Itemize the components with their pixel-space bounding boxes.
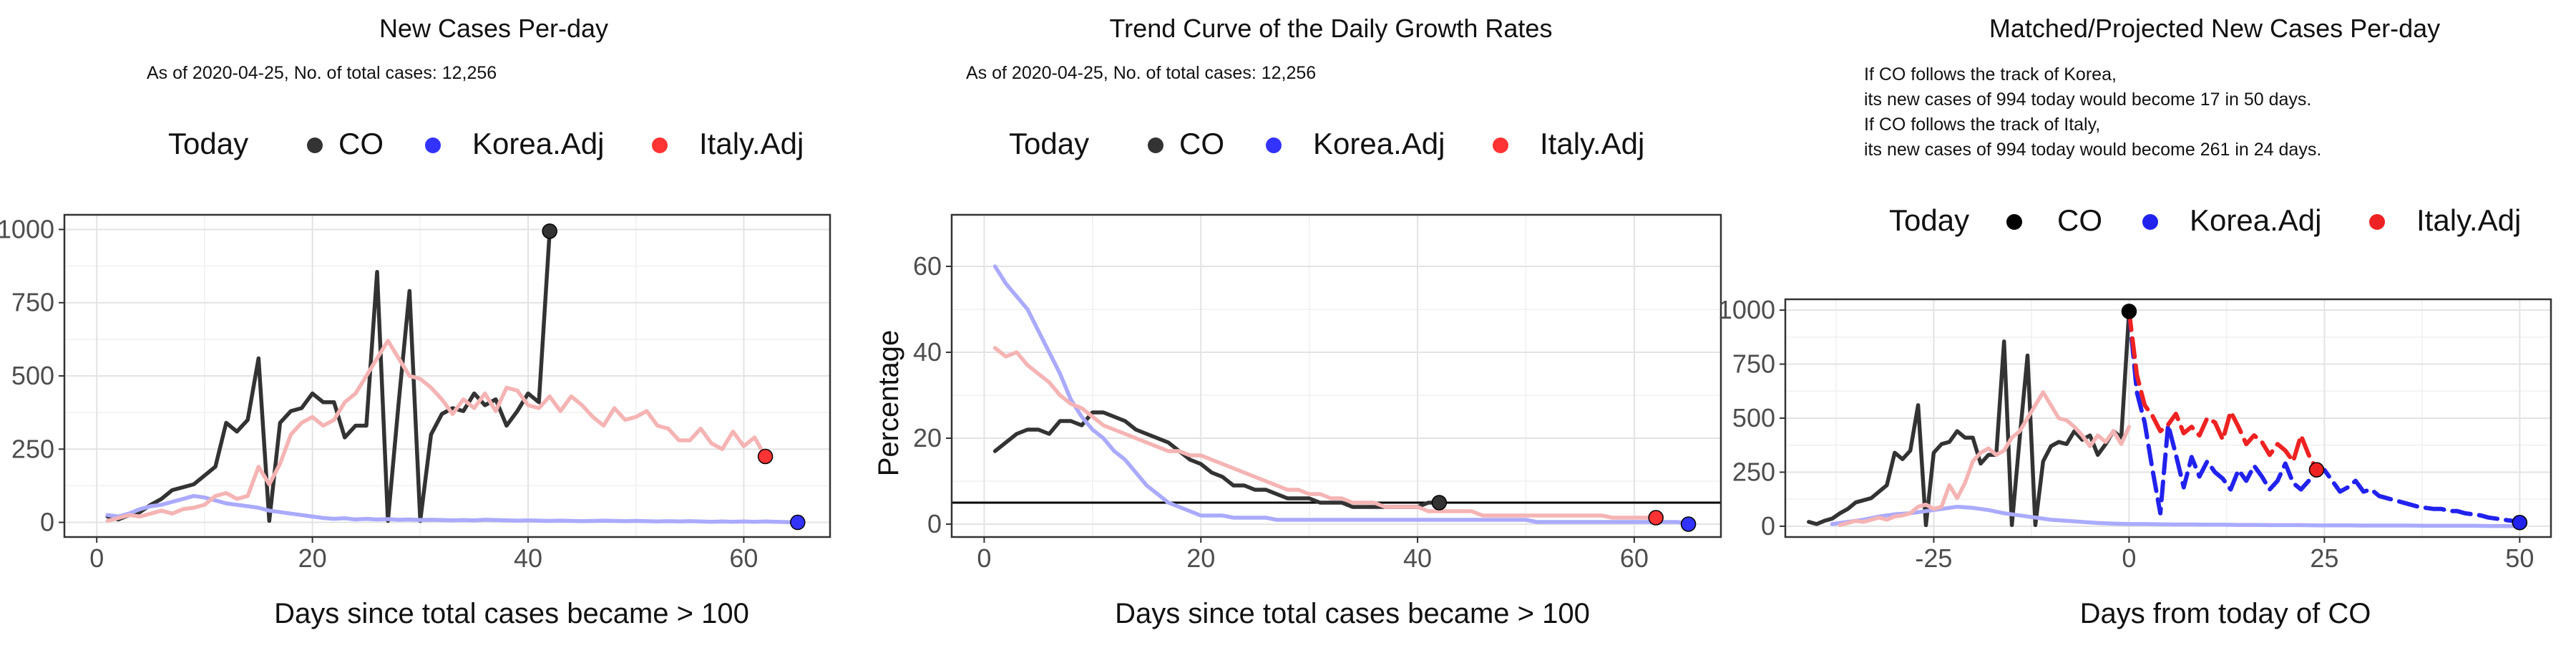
y-tick-label: 1000	[1718, 295, 1775, 324]
legend-key-italy	[1493, 137, 1508, 153]
series-line-korea-adj	[1830, 504, 2522, 528]
plot-area-growth-rates: 0 20 40 60 0 20 40 60	[913, 213, 1722, 573]
y-tick-label: 500	[11, 361, 54, 390]
legend-label-italy: Italy.Adj	[699, 127, 804, 160]
legend-label-co: CO	[2057, 203, 2102, 237]
y-tick-label: 750	[1732, 349, 1775, 379]
series-line-co	[992, 410, 1442, 509]
y-tick-label: 40	[913, 337, 942, 367]
today-point-korea-adj	[2512, 515, 2528, 531]
today-point-italy-adj	[2308, 462, 2325, 478]
today-point-korea-adj	[1680, 516, 1697, 532]
plot-background	[952, 215, 1721, 537]
y-tick-label: 500	[1732, 403, 1775, 432]
series-line-italy-adj	[105, 339, 768, 523]
plot-border	[950, 213, 1722, 538]
chart-subtitle: As of 2020-04-25, No. of total cases: 12…	[966, 63, 1316, 83]
today-point-co	[542, 223, 557, 239]
legend-title: Today	[168, 127, 248, 160]
today-point-italy-adj	[1648, 510, 1664, 526]
series-line-co	[105, 229, 552, 523]
panel-growth-rates: Trend Curve of the Daily Growth Rates As…	[873, 14, 1722, 629]
x-tick-label: 25	[2310, 543, 2338, 573]
chart-title: Matched/Projected New Cases Per-day	[1989, 14, 2440, 43]
x-tick-label: 60	[729, 543, 758, 573]
legend-key-italy	[652, 137, 668, 153]
y-tick-label: 20	[913, 423, 942, 453]
series-line-italy-adj	[992, 346, 1658, 520]
series-line-italy-adj-projected	[2127, 309, 2319, 473]
annotation-line-2: its new cases of 994 today would become …	[1864, 90, 2311, 110]
legend-label-korea: Korea.Adj	[472, 127, 604, 160]
x-tick-label: 50	[2505, 543, 2534, 573]
legend-key-co	[307, 137, 323, 153]
y-tick-label: 0	[1761, 511, 1775, 541]
x-tick-label: 0	[977, 543, 991, 573]
x-tick-label: 0	[2122, 543, 2136, 573]
annotation-line-1: If CO follows the track of Korea,	[1864, 64, 2117, 84]
legend-label-co: CO	[338, 127, 384, 160]
legend-key-korea	[425, 137, 441, 153]
plot-border	[63, 213, 831, 538]
legend-key-korea	[1266, 137, 1282, 153]
x-tick-label: 0	[89, 543, 104, 573]
series-line-italy-adj	[1838, 390, 2132, 528]
chart-title: New Cases Per-day	[379, 14, 608, 43]
legend-title: Today	[1889, 203, 1969, 237]
today-point-co	[2121, 304, 2137, 319]
x-axis-label: Days from today of CO	[2080, 598, 2371, 629]
today-point-co	[1431, 495, 1448, 511]
legend-title: Today	[1009, 127, 1089, 160]
y-tick-label: 750	[11, 288, 54, 317]
legend-label-italy: Italy.Adj	[2416, 203, 2521, 237]
legend-key-co	[2006, 214, 2022, 230]
series-line-korea-adj	[105, 493, 800, 525]
x-tick-label: 20	[298, 543, 327, 573]
annotation-line-4: its new cases of 994 today would become …	[1864, 140, 2321, 160]
y-tick-label: 250	[1732, 457, 1775, 486]
x-tick-label: 40	[1403, 543, 1432, 573]
x-tick-label: -25	[1915, 543, 1952, 573]
legend-label-korea: Korea.Adj	[2190, 203, 2321, 237]
x-tick-label: 20	[1186, 543, 1215, 573]
legend-label-italy: Italy.Adj	[1540, 127, 1644, 160]
legend-label-korea: Korea.Adj	[1313, 127, 1445, 160]
x-tick-label: 60	[1620, 543, 1649, 573]
series-line-co	[1807, 309, 2132, 528]
legend-key-korea	[2142, 214, 2158, 230]
panel-new-cases: New Cases Per-day As of 2020-04-25, No. …	[0, 14, 831, 629]
y-tick-label: 0	[927, 509, 942, 538]
y-tick-label: 60	[913, 251, 942, 281]
today-point-korea-adj	[790, 514, 806, 531]
legend-key-co	[1148, 137, 1163, 153]
x-axis-label: Days since total cases became > 100	[1115, 598, 1590, 629]
plot-area-new-cases: 0 20 40 60 0 250 500 750 1000	[0, 213, 831, 573]
series-line-korea-adj	[992, 264, 1691, 526]
y-tick-label: 0	[40, 508, 54, 537]
legend-label-co: CO	[1179, 127, 1224, 160]
y-tick-label: 250	[11, 434, 54, 463]
legend-key-italy	[2369, 214, 2385, 230]
chart-title: Trend Curve of the Daily Growth Rates	[1110, 14, 1553, 43]
chart-subtitle: As of 2020-04-25, No. of total cases: 12…	[147, 63, 497, 83]
panel-projected-cases: Matched/Projected New Cases Per-day If C…	[1718, 14, 2552, 629]
today-point-italy-adj	[757, 448, 774, 465]
y-axis-label: Percentage	[873, 330, 904, 477]
plot-border	[1784, 298, 2552, 538]
series-line-korea-adj-projected	[2127, 309, 2522, 525]
annotation-line-3: If CO follows the track of Italy,	[1864, 115, 2100, 135]
y-tick-label: 1000	[0, 214, 54, 243]
x-axis-label: Days since total cases became > 100	[274, 598, 749, 629]
x-tick-label: 40	[514, 543, 542, 573]
